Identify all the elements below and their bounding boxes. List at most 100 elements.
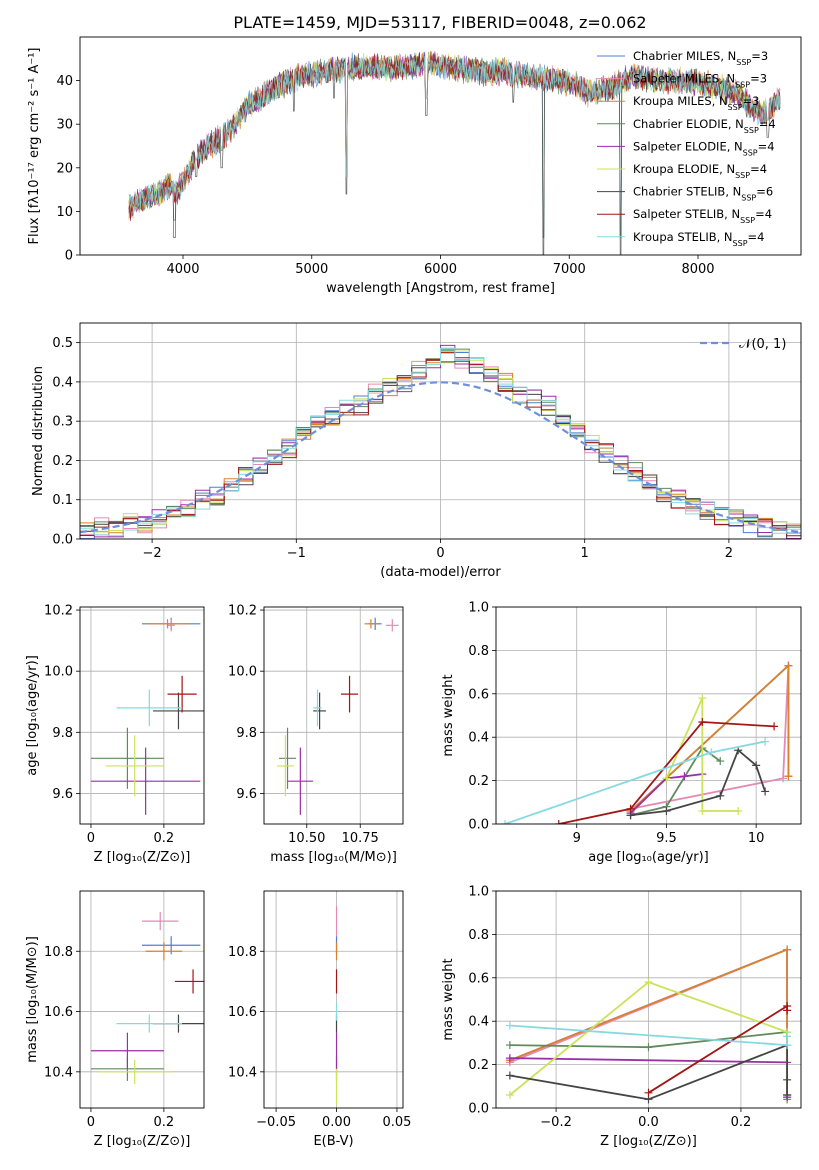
x-tick-label: −2 <box>143 546 162 561</box>
point-marker <box>716 791 725 800</box>
y-axis-label: mass [log₁₀(M/M⊙)] <box>25 936 40 1063</box>
y-tick-label: 10.0 <box>44 665 73 680</box>
y-tick-label: 40 <box>56 74 73 89</box>
panel-mass-vs-ebv: −0.05 0.00 0.05 10.4 10.6 10.8 E(B-V) <box>228 890 411 1149</box>
x-tick-label: 0.0 <box>638 1115 659 1130</box>
y-axis-label: age [log₁₀(age/yr)] <box>25 655 40 776</box>
axes-frame <box>79 322 802 540</box>
y-tick-label: 0.1 <box>52 493 73 508</box>
axes-frame <box>263 606 404 825</box>
y-axis-label: Normed distribution <box>31 366 46 496</box>
histogram-kroupa-stelib <box>80 347 801 537</box>
x-tick-label: 1 <box>581 546 589 561</box>
point-marker <box>698 694 707 703</box>
y-tick-label: 0.0 <box>468 818 489 833</box>
x-tick-label: −0.05 <box>256 1115 296 1130</box>
point-marker <box>783 1032 792 1041</box>
point-marker <box>505 1054 514 1063</box>
y-tick-label: 10.2 <box>44 604 73 619</box>
point-marker <box>761 737 770 746</box>
x-axis-label: Z [log₁₀(Z/Z⊙)] <box>94 850 191 865</box>
y-tick-label: 0.2 <box>52 454 73 469</box>
x-tick-label: 0.2 <box>731 1115 752 1130</box>
y-tick-label: 30 <box>56 118 73 133</box>
series-line-salpeter-stelib <box>648 1004 788 1094</box>
y-tick-label: 20 <box>56 161 73 176</box>
plot-area <box>496 607 801 824</box>
y-tick-label: 0.4 <box>468 731 489 746</box>
point-marker <box>554 820 563 824</box>
point-marker <box>784 661 793 670</box>
point-marker <box>779 774 788 783</box>
y-tick-label: 1.0 <box>468 885 489 900</box>
x-tick-label: 4000 <box>166 262 199 277</box>
point-marker <box>707 748 716 757</box>
point-marker <box>784 772 793 781</box>
y-tick-label: 0.8 <box>468 644 489 659</box>
x-tick-label: 0.2 <box>154 1115 175 1130</box>
panel-residuals: −2 −1 0 1 2 0.0 0.1 0.2 0.3 0.4 0.5 (data-model)/er… <box>31 322 802 580</box>
point-marker <box>644 1043 653 1052</box>
legend-label: Chabrier MILES, NSSP=3 <box>633 49 768 67</box>
y-tick-label: 10.8 <box>228 945 257 960</box>
figure-title: PLATE=1459, MJD=53117, FIBERID=0048, z=0… <box>233 13 646 32</box>
gaussian-curve <box>80 381 801 534</box>
panel-spectrum: 4000 5000 6000 7000 8000 0 10 20 30 40 wavelength … <box>27 36 802 296</box>
y-tick-label: 0.4 <box>52 375 73 390</box>
point-marker <box>698 806 707 815</box>
y-axis-label: Flux [fλ10⁻¹⁷ erg cm⁻² s⁻¹ A⁻¹] <box>27 48 42 245</box>
legend-label: Chabrier ELODIE, NSSP=4 <box>633 117 776 135</box>
axes-frame <box>79 890 205 1109</box>
panel-weight-vs-age: 9 9.5 10 0.0 0.2 0.4 0.6 0.8 1.0 age [log₁₀(age/y… <box>441 601 802 865</box>
point-marker <box>505 1090 514 1099</box>
axes-frame <box>495 606 802 825</box>
plot-area <box>264 607 403 824</box>
y-tick-label: 10.2 <box>228 604 257 619</box>
legend-label: Salpeter MILES, NSSP=3 <box>633 72 767 90</box>
x-tick-label: 10 <box>748 831 765 846</box>
x-tick-label: 10.50 <box>288 831 325 846</box>
panel-mass-vs-Z: 0 0.2 10.4 10.6 10.8 Z [log₁₀(Z/Z⊙)] mass [log… <box>25 890 205 1149</box>
axes-frame <box>263 890 404 1109</box>
spectrum-line-kroupa-stelib <box>128 53 781 213</box>
legend-label: Salpeter STELIB, NSSP=4 <box>633 207 772 225</box>
y-tick-label: 9.8 <box>52 726 73 741</box>
x-axis-label: wavelength [Angstrom, rest frame] <box>326 281 555 296</box>
y-tick-label: 0 <box>65 249 73 264</box>
x-axis-label: E(B-V) <box>313 1134 353 1149</box>
y-tick-label: 0.5 <box>52 336 73 351</box>
y-tick-label: 0.6 <box>468 971 489 986</box>
plot-area <box>128 50 781 255</box>
point-marker <box>505 1041 514 1050</box>
point-marker <box>783 945 792 954</box>
axes-frame <box>79 606 205 825</box>
x-axis-label: mass [log₁₀(M/M⊙)] <box>270 850 397 865</box>
point-marker <box>662 774 671 783</box>
panel-age-vs-Z: 0 0.2 9.6 9.8 10.0 10.2 Z [log₁₀(Z/Z⊙)] age [lo… <box>25 604 205 865</box>
plot-area <box>264 891 403 1108</box>
x-tick-label: 9 <box>573 831 581 846</box>
series-line-kroupa-elodie <box>665 697 739 812</box>
x-tick-label: 0 <box>436 546 444 561</box>
point-marker <box>734 806 743 815</box>
y-tick-label: 0.6 <box>468 687 489 702</box>
plot-area <box>80 607 204 824</box>
x-tick-label: 8000 <box>681 262 714 277</box>
legend-label: Kroupa STELIB, NSSP=4 <box>633 230 764 248</box>
y-tick-label: 0.8 <box>468 928 489 943</box>
series-line-chabrier-stelib <box>630 748 766 817</box>
y-axis-label: mass weight <box>441 958 456 1040</box>
y-tick-label: 10.0 <box>228 665 257 680</box>
y-tick-label: 0.0 <box>52 533 73 548</box>
point-marker <box>662 806 671 815</box>
point-marker <box>761 787 770 796</box>
point-marker <box>716 757 725 766</box>
x-tick-label: −1 <box>287 546 306 561</box>
y-tick-label: 0.2 <box>468 774 489 789</box>
y-tick-label: 10.4 <box>44 1065 73 1080</box>
x-tick-label: 6000 <box>424 262 457 277</box>
legend-label: 𝒩(0, 1) <box>739 337 786 352</box>
x-tick-label: 9.5 <box>656 831 677 846</box>
point-marker <box>783 1006 792 1015</box>
